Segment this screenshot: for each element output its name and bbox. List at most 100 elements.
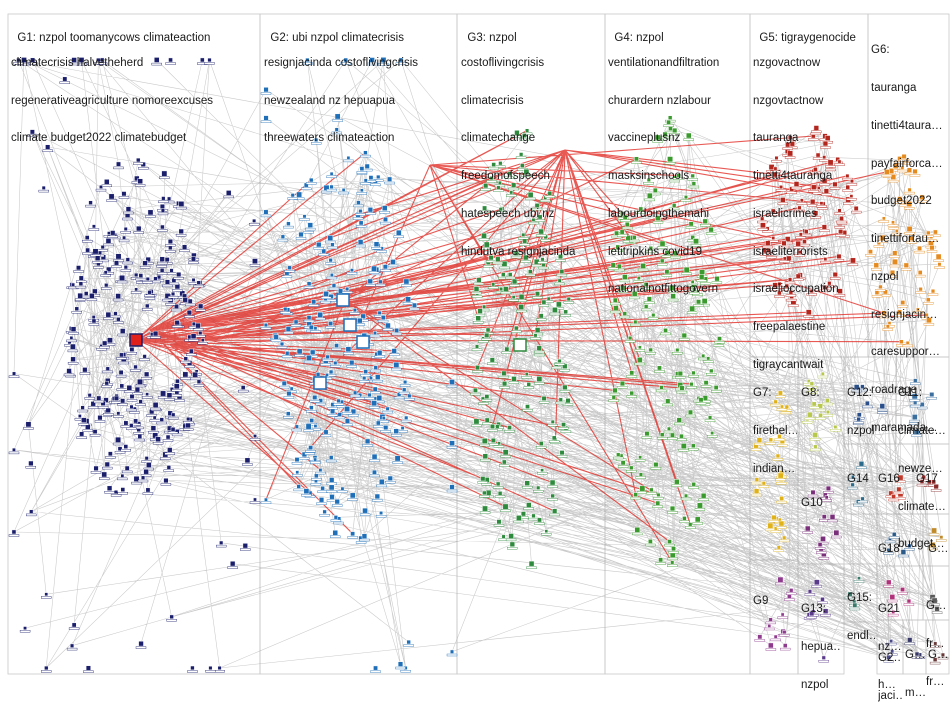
network-node bbox=[875, 284, 886, 292]
network-node bbox=[369, 331, 381, 338]
network-node bbox=[343, 346, 354, 355]
network-node bbox=[881, 169, 892, 178]
network-node bbox=[23, 421, 34, 430]
network-node bbox=[533, 485, 544, 493]
group-label-g6-line-5: nzpol bbox=[871, 270, 899, 283]
network-node bbox=[303, 281, 315, 289]
network-node bbox=[650, 462, 662, 470]
network-node bbox=[836, 216, 847, 224]
network-node bbox=[102, 366, 113, 374]
group-label-g1-line-3: climate budget2022 climatebudget bbox=[11, 132, 187, 145]
network-node bbox=[101, 380, 113, 388]
network-node bbox=[926, 245, 938, 253]
network-node bbox=[784, 150, 796, 159]
network-node bbox=[923, 317, 935, 326]
network-node bbox=[481, 394, 493, 402]
network-node bbox=[95, 184, 107, 192]
hub-node bbox=[513, 338, 527, 352]
network-node bbox=[851, 384, 862, 393]
network-node bbox=[825, 159, 836, 168]
network-node bbox=[915, 287, 926, 294]
network-node bbox=[776, 496, 787, 504]
network-node bbox=[331, 127, 342, 135]
network-node bbox=[819, 284, 830, 293]
network-node bbox=[635, 472, 646, 479]
group-label-g5-line-0: tigraygenocide bbox=[781, 31, 856, 44]
network-node bbox=[227, 560, 238, 569]
network-node bbox=[90, 465, 102, 474]
group-label-g3-id: G3: bbox=[467, 31, 486, 44]
network-node bbox=[305, 222, 316, 231]
network-node bbox=[326, 171, 337, 179]
network-node bbox=[511, 250, 522, 259]
network-node bbox=[120, 444, 132, 452]
network-node bbox=[916, 194, 928, 203]
network-node bbox=[113, 161, 124, 170]
network-node bbox=[794, 205, 805, 213]
network-node bbox=[370, 365, 381, 373]
group-label-g20: G2… jaci… bbox=[878, 627, 902, 715]
network-node bbox=[771, 155, 782, 163]
network-node bbox=[511, 130, 523, 138]
network-node bbox=[667, 284, 678, 293]
group-label-g17: G17 bbox=[916, 448, 948, 498]
network-node bbox=[494, 491, 506, 498]
network-node bbox=[891, 229, 902, 236]
network-node bbox=[479, 205, 490, 214]
network-node bbox=[521, 168, 532, 178]
network-node bbox=[889, 250, 900, 259]
group-label-g16-id: G16 bbox=[878, 473, 900, 486]
network-node bbox=[897, 300, 908, 308]
network-node bbox=[283, 326, 294, 335]
network-node bbox=[376, 478, 387, 488]
network-node bbox=[617, 229, 628, 237]
network-node bbox=[645, 347, 656, 355]
network-node bbox=[617, 285, 628, 293]
network-node bbox=[160, 477, 172, 486]
group-label-g5-id: G5: bbox=[759, 31, 778, 44]
network-node bbox=[141, 303, 153, 311]
network-node bbox=[617, 380, 628, 389]
network-node bbox=[133, 157, 144, 165]
network-node bbox=[116, 383, 128, 391]
group-label-g2: G2: ubi nzpol climatecrisis resignjacind… bbox=[264, 19, 459, 158]
network-node bbox=[134, 178, 146, 187]
network-node bbox=[820, 140, 831, 149]
network-node bbox=[909, 393, 920, 402]
network-node bbox=[392, 455, 403, 464]
network-node bbox=[685, 409, 696, 418]
network-node bbox=[554, 278, 565, 286]
network-node bbox=[823, 485, 834, 494]
group-label-g8-id: G8: bbox=[801, 387, 820, 400]
network-node bbox=[909, 168, 921, 177]
network-node bbox=[100, 283, 112, 290]
network-node bbox=[163, 465, 175, 472]
network-node bbox=[356, 166, 368, 174]
network-node bbox=[835, 229, 846, 237]
group-label-g7: G7: firethel… indian… bbox=[753, 362, 797, 488]
network-node bbox=[141, 371, 152, 380]
network-node bbox=[290, 319, 302, 327]
network-node bbox=[631, 156, 642, 164]
group-label-g4-line-3: vaccineplusnz bbox=[608, 132, 681, 145]
network-node bbox=[773, 545, 784, 552]
network-node bbox=[133, 225, 145, 234]
network-node bbox=[142, 276, 154, 284]
group-label-g3: G3: nzpol costoflivingcrisis climatecris… bbox=[461, 19, 603, 271]
network-node bbox=[205, 665, 216, 673]
network-node bbox=[780, 643, 791, 651]
network-node bbox=[481, 241, 492, 250]
network-node bbox=[815, 412, 826, 420]
network-node bbox=[283, 411, 294, 419]
network-node bbox=[315, 311, 326, 321]
network-node bbox=[776, 520, 787, 529]
network-node bbox=[626, 465, 637, 473]
network-node bbox=[500, 286, 512, 295]
network-node bbox=[688, 482, 699, 489]
network-node bbox=[757, 222, 769, 231]
network-node bbox=[130, 287, 142, 294]
network-node bbox=[768, 208, 779, 216]
network-node bbox=[180, 356, 191, 364]
network-node bbox=[641, 304, 652, 312]
network-node bbox=[842, 184, 853, 192]
